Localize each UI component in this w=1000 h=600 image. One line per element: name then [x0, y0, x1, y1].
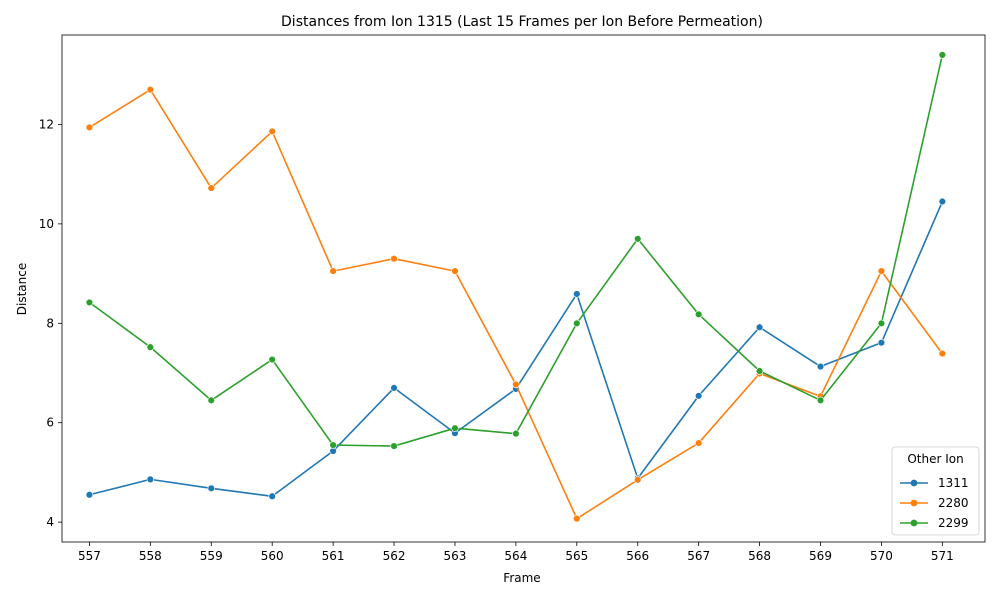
- plot-frame: [61, 34, 986, 543]
- x-tick-label: 569: [809, 549, 832, 563]
- series-layer: [85, 51, 947, 523]
- y-tick-label: 8: [46, 316, 54, 330]
- x-tick-label: 557: [78, 549, 101, 563]
- y-tick-label: 10: [39, 217, 54, 231]
- data-point: [938, 197, 947, 206]
- x-tick-label: 565: [565, 549, 588, 563]
- data-point: [207, 184, 215, 192]
- data-point: [816, 396, 825, 405]
- x-tick-label: 564: [504, 549, 527, 563]
- data-point: [85, 491, 94, 499]
- y-tick-label: 12: [39, 117, 54, 131]
- legend-label: 1311: [938, 476, 969, 490]
- legend-marker: [910, 479, 918, 487]
- data-point: [694, 310, 703, 319]
- plot-area: [61, 34, 986, 543]
- x-tick-label: 558: [139, 549, 162, 563]
- data-point: [390, 254, 398, 263]
- x-tick-label: 567: [687, 549, 710, 563]
- data-point: [329, 267, 337, 275]
- y-tick-label: 6: [46, 416, 54, 430]
- legend: Other Ion 1311 2280 2299: [891, 446, 980, 536]
- series-2280: [85, 85, 947, 523]
- data-point: [85, 298, 94, 307]
- x-tick-label: 562: [383, 549, 406, 563]
- x-axis-label: Frame: [503, 571, 540, 585]
- x-tick-label: 563: [444, 549, 467, 563]
- data-point: [573, 290, 581, 298]
- legend-marker: [910, 519, 918, 527]
- data-point: [634, 235, 642, 243]
- data-point: [329, 441, 337, 449]
- data-point: [390, 384, 398, 392]
- legend-item-2280: 2280: [900, 496, 969, 510]
- legend-box: [891, 446, 980, 536]
- data-point: [207, 484, 215, 493]
- data-point: [268, 355, 276, 364]
- data-point: [146, 343, 155, 351]
- x-tick-label: 561: [322, 549, 345, 563]
- data-point: [877, 319, 886, 327]
- x-tick-label: 560: [261, 549, 284, 563]
- data-point: [146, 85, 155, 94]
- x-tick-label: 566: [626, 549, 649, 563]
- x-tick-label: 571: [931, 549, 954, 563]
- y-axis-label: Distance: [15, 263, 29, 315]
- data-point: [694, 392, 703, 400]
- data-point: [207, 396, 215, 405]
- data-point: [573, 514, 581, 523]
- series-2299: [85, 51, 947, 450]
- series-line-1311: [89, 201, 944, 498]
- data-point: [877, 267, 886, 275]
- data-point: [877, 338, 886, 347]
- legend-label: 2280: [938, 496, 969, 510]
- data-point: [268, 127, 276, 136]
- x-tick-label: 568: [748, 549, 771, 563]
- data-point: [938, 51, 947, 59]
- legend-item-1311: 1311: [900, 476, 969, 490]
- data-point: [573, 319, 581, 327]
- y-tick-label: 4: [46, 515, 54, 529]
- x-tick-label: 559: [200, 549, 223, 563]
- data-point: [268, 492, 276, 500]
- data-point: [390, 442, 398, 450]
- data-point: [85, 123, 94, 132]
- data-point: [512, 429, 520, 438]
- legend-item-2299: 2299: [900, 516, 969, 530]
- data-point: [512, 380, 520, 389]
- data-point: [755, 367, 764, 375]
- data-point: [938, 349, 947, 358]
- chart-title: Distances from Ion 1315 (Last 15 Frames …: [281, 14, 763, 30]
- data-point: [146, 475, 155, 484]
- x-tick-label: 570: [870, 549, 893, 563]
- data-point: [451, 267, 459, 275]
- x-axis: 557 558 559 560 561 562 563 564 565 566 567 568 569 5…: [78, 542, 954, 563]
- legend-title: Other Ion: [907, 452, 963, 466]
- series-1311: [85, 197, 947, 500]
- y-axis: 4 6 8 10 12: [39, 117, 62, 529]
- legend-label: 2299: [938, 516, 969, 530]
- data-point: [451, 424, 459, 432]
- data-point: [755, 323, 764, 331]
- data-point: [694, 439, 703, 447]
- legend-marker: [910, 499, 918, 507]
- data-point: [634, 476, 642, 484]
- series-line-2280: [88, 88, 943, 520]
- data-point: [816, 362, 825, 371]
